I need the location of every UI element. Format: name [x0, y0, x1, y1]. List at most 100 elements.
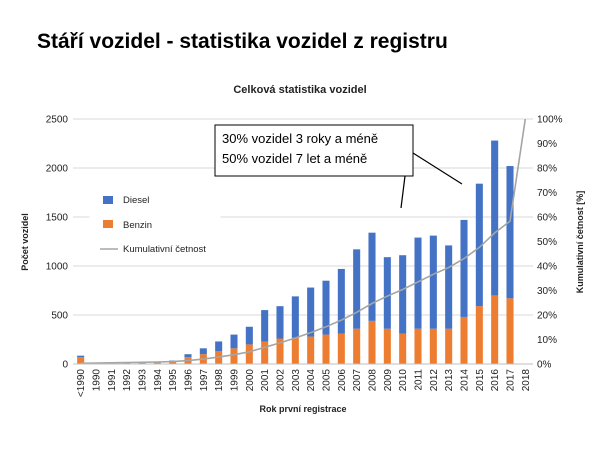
x-tick-label: 1995 [168, 369, 179, 392]
x-tick-label: <1990 [76, 369, 87, 398]
y2-tick-label: 30% [537, 286, 557, 297]
y-tick-label: 0 [62, 360, 68, 371]
chart-title: Celková statistika vozidel [233, 84, 366, 96]
x-tick-label: 2000 [245, 369, 256, 392]
x-tick-label: 1991 [107, 369, 118, 392]
y-tick-label: 1000 [46, 262, 69, 273]
bar-benzin [169, 362, 177, 364]
x-tick-label: 1993 [138, 369, 149, 392]
callout-pointer-1 [400, 175, 406, 209]
bar-diesel [429, 235, 437, 329]
x-tick-label: 1992 [122, 369, 133, 392]
callout-text-line-2: 50% vozidel 7 let a méně [222, 151, 367, 166]
x-tick-label: 1997 [199, 369, 210, 392]
bar-benzin [261, 341, 269, 364]
x-tick-label: 2010 [398, 369, 409, 392]
bar-benzin [491, 295, 499, 364]
x-tick-label: 2013 [444, 369, 455, 392]
y2-tick-label: 100% [537, 115, 563, 126]
bar-benzin [368, 320, 376, 364]
bar-diesel [353, 249, 361, 329]
legend-benzin-swatch [103, 220, 113, 228]
callout-box [214, 124, 414, 177]
bar-diesel [77, 355, 85, 358]
callout-text-line-1: 30% vozidel 3 roky a méně [222, 131, 378, 146]
bar-benzin [230, 348, 238, 364]
bar-diesel [383, 257, 391, 329]
y2-tick-label: 20% [537, 311, 557, 322]
x-tick-label: 2002 [276, 369, 287, 392]
bar-benzin [337, 333, 345, 364]
bar-benzin [445, 328, 453, 364]
bar-diesel [399, 255, 407, 334]
bar-benzin [276, 338, 284, 364]
bar-benzin [353, 328, 361, 364]
x-tick-label: 1996 [184, 369, 195, 392]
bar-diesel [445, 245, 453, 329]
y2-tick-label: 60% [537, 213, 557, 224]
bar-benzin [399, 333, 407, 364]
y-tick-label: 2000 [46, 164, 69, 175]
bar-benzin [291, 337, 299, 364]
x-axis-label: Rok první registrace [259, 404, 346, 414]
bar-diesel [491, 140, 499, 296]
y2-tick-label: 40% [537, 262, 557, 273]
x-tick-label: 2009 [383, 369, 394, 392]
y-tick-label: 1500 [46, 213, 69, 224]
y-axis-label: Počet vozidel [20, 213, 30, 271]
x-tick-label: 2014 [460, 369, 471, 392]
y-tick-label: 2500 [46, 115, 69, 126]
x-tick-label: 2016 [490, 369, 501, 392]
callout-pointer-2 [412, 152, 463, 185]
y2-tick-label: 10% [537, 335, 557, 346]
y2-axis-label: Kumulativní četnost [%] [575, 191, 585, 294]
y2-tick-label: 0% [537, 360, 552, 371]
x-tick-label: 2003 [291, 369, 302, 392]
bar-diesel [276, 306, 284, 339]
legend-benzin-label: Benzin [123, 220, 152, 231]
bar-benzin [153, 362, 161, 364]
bar-benzin [475, 306, 483, 364]
x-tick-label: 2007 [352, 369, 363, 392]
slide-title: Stáří vozidel - statistika vozidel z reg… [37, 30, 448, 53]
bar-benzin [429, 328, 437, 364]
bar-benzin [383, 328, 391, 364]
axes: 0 500 1000 1500 2000 2500 0% 10% 20% 30% 40% 50% 60%… [46, 115, 563, 398]
bar-benzin [460, 316, 468, 364]
x-tick-label: 1999 [230, 369, 241, 392]
legend-diesel-label: Diesel [123, 195, 149, 206]
x-tick-label: 2012 [429, 369, 440, 392]
x-tick-label: 2017 [506, 369, 517, 392]
callout: 30% vozidel 3 roky a méně 50% vozidel 7 … [214, 124, 463, 209]
legend-cumulative-label: Kumulativní četnost [123, 244, 206, 255]
x-tick-label: 2001 [260, 369, 271, 392]
x-tick-label: 2006 [337, 369, 348, 392]
bar-diesel [215, 341, 223, 352]
bar-diesel [460, 219, 468, 317]
y2-tick-label: 80% [537, 164, 557, 175]
cumulative-line-layer [80, 118, 527, 365]
y2-tick-label: 50% [537, 237, 557, 248]
legend-diesel-swatch [103, 196, 113, 204]
bar-diesel [322, 280, 330, 335]
bar-benzin [77, 357, 85, 364]
bar-diesel [245, 326, 253, 345]
y2-tick-label: 90% [537, 139, 557, 150]
bar-benzin [307, 336, 315, 364]
bar-diesel [291, 296, 299, 338]
x-tick-label: 1998 [214, 369, 225, 392]
bar-benzin [414, 328, 422, 364]
bar-diesel [368, 232, 376, 321]
bar-diesel [199, 348, 207, 355]
legend: Diesel Benzin Kumulativní četnost [89, 184, 221, 266]
bar-benzin [322, 334, 330, 364]
bar-benzin [506, 298, 514, 364]
cumulative-line [80, 118, 527, 365]
bar-diesel [337, 268, 345, 334]
bar-diesel [184, 354, 192, 358]
x-tick-label: 1994 [153, 369, 164, 392]
y2-tick-label: 70% [537, 188, 557, 199]
bar-diesel [414, 237, 422, 329]
bar-diesel [230, 334, 238, 349]
